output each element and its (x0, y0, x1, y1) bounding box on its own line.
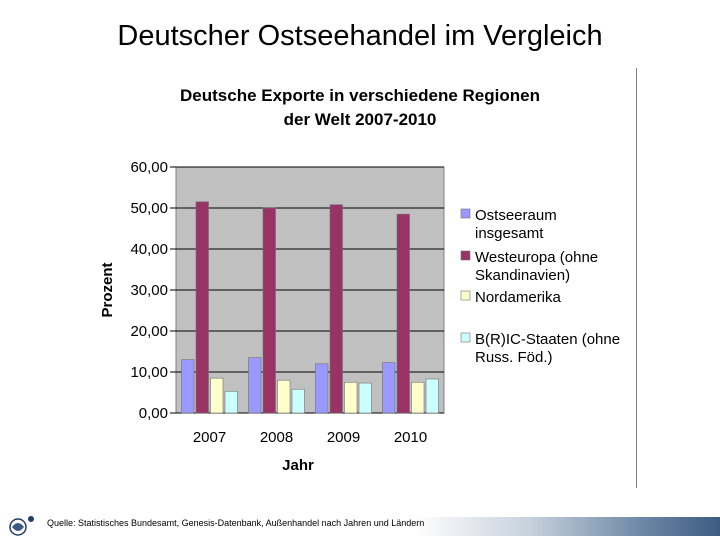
legend-label: Russ. Föd.) (475, 349, 553, 366)
y-tick-label: 20,00 (130, 323, 168, 340)
bar (181, 359, 195, 414)
bar (224, 390, 238, 414)
bar (291, 388, 305, 414)
y-tick-label: 60,00 (130, 159, 168, 176)
chart-title-line-2: der Welt 2007-2010 (284, 110, 437, 129)
legend-swatch (460, 250, 471, 261)
legend-label: insgesamt (475, 225, 544, 242)
source-note: Quelle: Statistisches Bundesamt, Genesis… (47, 518, 425, 528)
y-axis-title: Prozent (99, 262, 116, 317)
slide-title: Deutscher Ostseehandel im Vergleich (117, 20, 603, 52)
legend-label: Skandinavien) (475, 267, 570, 284)
y-tick-label: 30,00 (130, 282, 168, 299)
x-tick-labels: 2007 2008 2009 2010 (193, 429, 427, 446)
x-tick-label: 2007 (193, 429, 226, 446)
x-tick-label: 2009 (327, 429, 360, 446)
vertical-divider (636, 68, 637, 488)
legend-label: Ostseeraum (475, 207, 557, 224)
legend-swatch (460, 208, 471, 219)
logo-icon (9, 516, 34, 536)
x-tick-label: 2008 (260, 429, 293, 446)
bar (248, 357, 262, 414)
bar (396, 213, 410, 414)
bar (344, 381, 358, 414)
bar (411, 381, 425, 414)
legend-swatch (460, 332, 471, 343)
bar (425, 378, 439, 414)
legend-label: B(R)IC-Staaten (ohne (475, 331, 620, 348)
chart-title-line-1: Deutsche Exporte in verschiedene Regione… (180, 86, 540, 105)
legend-label: Westeuropa (ohne (475, 249, 598, 266)
legend-swatch (460, 290, 471, 301)
bar (358, 382, 372, 414)
bar (315, 363, 329, 414)
y-tick-label: 50,00 (130, 200, 168, 217)
bar (262, 207, 276, 414)
y-tick-label: 0,00 (139, 405, 168, 422)
bar (210, 377, 224, 414)
bar (195, 201, 209, 414)
footer-bar (40, 517, 720, 536)
x-axis-title: Jahr (282, 457, 314, 474)
bars (181, 201, 439, 414)
y-tick-labels: 0,00 10,00 20,00 30,00 40,00 50,00 60,00 (130, 159, 168, 422)
bar (277, 379, 291, 414)
legend-label: Nordamerika (475, 289, 562, 306)
x-tick-label: 2010 (394, 429, 427, 446)
bar (329, 204, 343, 414)
y-tick-label: 40,00 (130, 241, 168, 258)
y-tick-label: 10,00 (130, 364, 168, 381)
bar (382, 362, 396, 414)
